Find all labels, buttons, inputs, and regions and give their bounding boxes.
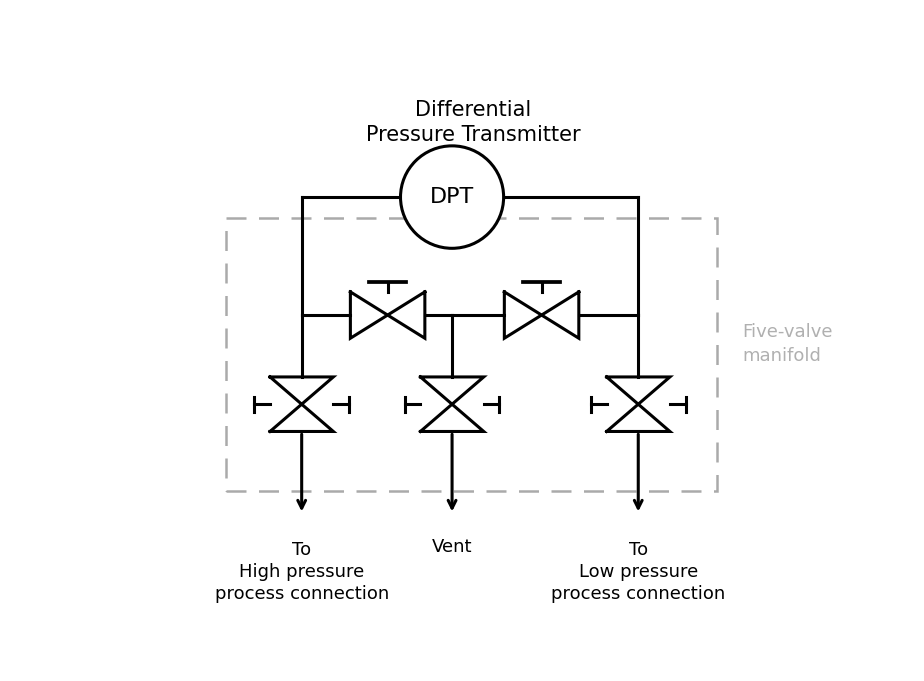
Text: To
Low pressure
process connection: To Low pressure process connection	[551, 541, 725, 603]
Text: To
High pressure
process connection: To High pressure process connection	[214, 541, 389, 603]
Ellipse shape	[400, 146, 504, 249]
Text: Differential
Pressure Transmitter: Differential Pressure Transmitter	[366, 100, 581, 145]
Bar	[226, 218, 717, 491]
Text: Five-valve
manifold: Five-valve manifold	[742, 323, 833, 365]
Text: DPT: DPT	[430, 187, 474, 207]
Text: Vent: Vent	[432, 538, 472, 556]
